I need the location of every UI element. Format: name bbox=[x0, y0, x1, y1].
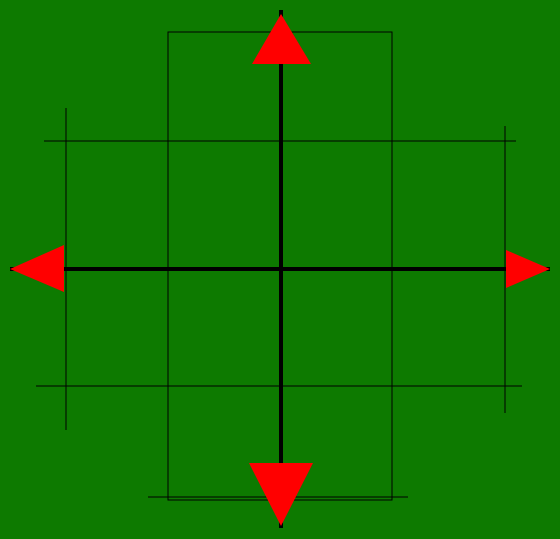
axes bbox=[10, 10, 550, 528]
arrow-down-icon[interactable] bbox=[249, 463, 313, 526]
arrows bbox=[10, 14, 550, 526]
arrow-right-icon[interactable] bbox=[506, 250, 550, 288]
arrow-up-icon[interactable] bbox=[252, 14, 311, 64]
arrow-left-icon[interactable] bbox=[10, 245, 64, 292]
